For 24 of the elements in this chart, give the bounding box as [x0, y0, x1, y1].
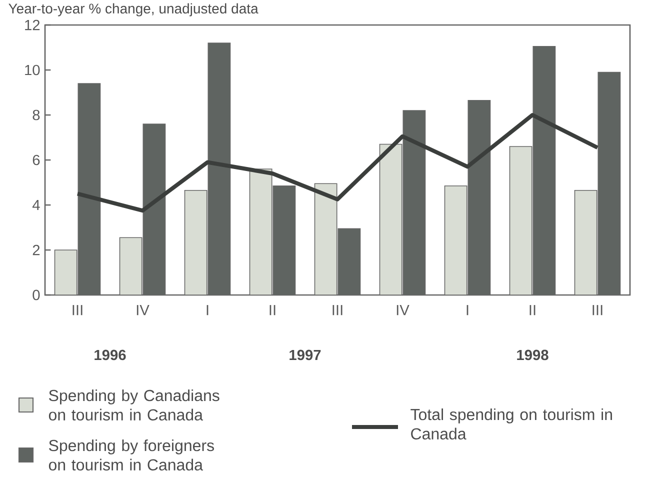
- x-tick-label: IV: [396, 305, 410, 316]
- x-tick-label: III: [592, 305, 602, 316]
- y-tick-label: 4: [32, 200, 40, 210]
- y-tick-label: 12: [25, 20, 40, 30]
- y-tick-label: 2: [32, 244, 40, 256]
- text: 1998: [517, 350, 548, 360]
- legend-label: Spending by Canadians on tourism in Canada: [48, 389, 220, 421]
- y-tick-label: 6: [32, 154, 40, 166]
- x-tick-label: III: [332, 305, 342, 316]
- x-tick-label: II: [270, 305, 276, 316]
- x-tick-label: IV: [136, 305, 150, 316]
- legend-label: Total spending on tourism in Canada: [410, 408, 612, 440]
- x-tick-label: III: [72, 305, 82, 316]
- y-tick-label: 0: [32, 290, 40, 300]
- x-tick-label: II: [530, 305, 536, 316]
- line-series: [76, 112, 600, 213]
- y-tick-label: 8: [32, 110, 40, 120]
- text: 1996: [94, 350, 126, 360]
- x-tick-label: I: [466, 305, 468, 316]
- y-tick-label: 10: [25, 64, 40, 76]
- chart-title: Year-to-year % change, unadjusted data: [8, 3, 258, 16]
- text: 1997: [290, 350, 321, 360]
- x-tick-label: I: [206, 305, 208, 316]
- legend-label: Spending by foreigners on tourism in Canada: [48, 439, 214, 471]
